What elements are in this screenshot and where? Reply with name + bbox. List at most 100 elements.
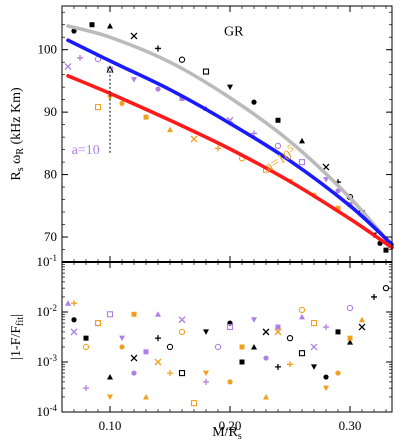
purple-data-point: [131, 77, 137, 83]
x-tick-label: 0.30: [339, 418, 362, 433]
orange-residual-point: [335, 370, 341, 376]
black-residual-point: [71, 317, 77, 323]
black-residual-point: [203, 329, 209, 335]
black-residual-point: [286, 334, 294, 342]
orange-residual-point: [71, 300, 77, 307]
purple-residual-point: [94, 319, 102, 327]
purple-residual-point: [226, 324, 234, 331]
black-residual-point: [130, 354, 138, 362]
purple-residual-point: [155, 311, 161, 317]
black-data-point: [155, 45, 161, 52]
purple-residual-point: [70, 328, 78, 336]
purple-residual-point: [143, 349, 149, 355]
purple-data-point: [251, 130, 257, 137]
orange-residual-point: [347, 335, 353, 341]
black-data-point: [178, 56, 186, 63]
purple-residual-point: [178, 316, 186, 324]
orange-data-point: [107, 95, 113, 101]
black-residual-point: [251, 343, 257, 350]
y-tick-label: 90: [44, 104, 57, 119]
purple-residual-point: [299, 313, 305, 320]
black-residual-point: [358, 323, 366, 331]
orange-residual-point: [310, 320, 318, 327]
y-tick-label: 80: [44, 167, 57, 182]
orange-residual-point: [239, 344, 245, 350]
orange-residual-point: [131, 311, 137, 317]
orange-residual-point: [167, 370, 173, 377]
black-residual-point: [275, 363, 281, 370]
y-label-bar: |: [9, 314, 24, 317]
black-data-point: [322, 163, 330, 171]
purple-residual-point: [346, 304, 354, 312]
bottom-panel-frame: [61, 261, 393, 413]
purple-data-point: [155, 86, 161, 92]
log-y-tick-exponent: -4: [50, 403, 58, 413]
log-y-tick-label: 10-4: [37, 403, 58, 419]
log-y-tick-exponent: -3: [50, 353, 58, 363]
black-residual-point: [371, 293, 377, 300]
black-residual-point: [298, 350, 306, 357]
black-data-point: [107, 22, 113, 29]
log-y-tick-label: 10-3: [37, 353, 58, 369]
black-data-point: [251, 99, 257, 105]
orange-residual-point: [359, 316, 365, 323]
orange-data-point: [190, 135, 198, 143]
orange-residual-point: [119, 344, 125, 350]
annotation-superscript: 5: [286, 143, 296, 155]
y-label-subscript: fit: [15, 317, 26, 326]
purple-data-point: [335, 188, 341, 194]
x-axis-label-subscript: s: [238, 431, 242, 441]
black-residual-point: [155, 335, 161, 342]
purple-data-point: [298, 159, 306, 166]
orange-data-point: [335, 205, 341, 211]
log-y-tick-exponent: -1: [50, 253, 58, 263]
orange-residual-point: [203, 370, 209, 377]
x-tick-label: 0.10: [99, 418, 122, 433]
black-residual-point: [107, 374, 113, 380]
black-data-point: [130, 32, 138, 40]
orange-residual-point: [178, 328, 186, 336]
bottom-panel-plot-area: [65, 284, 390, 407]
black-residual-point: [311, 364, 317, 370]
log-y-tick-exponent: -2: [50, 303, 58, 313]
black-residual-point: [347, 339, 353, 345]
y-label-omega: ω: [9, 155, 24, 168]
purple-residual-point: [83, 385, 89, 392]
purple-data-point: [323, 177, 329, 183]
y-label-subscript: R: [15, 148, 26, 155]
orange-residual-point: [287, 361, 293, 368]
purple-data-point: [179, 95, 185, 101]
orange-residual-point: [94, 320, 102, 327]
black-residual-point: [335, 329, 341, 335]
annotation-label: GR: [224, 24, 244, 39]
orange-residual-point: [323, 385, 329, 392]
orange-residual-point: [107, 394, 113, 400]
purple-residual-point: [310, 343, 318, 351]
black-residual-point: [239, 359, 245, 365]
black-residual-point: [178, 370, 186, 377]
top-panel-plot-area: [64, 22, 394, 253]
purple-residual-point: [263, 355, 269, 361]
orange-data-point: [94, 104, 102, 111]
blue-fit-curve: [66, 38, 394, 247]
orange-data-point: [119, 100, 125, 107]
orange-residual-point: [298, 306, 306, 314]
orange-residual-point: [82, 343, 90, 351]
purple-residual-point: [275, 324, 281, 330]
black-residual-point: [382, 284, 390, 292]
red-fit-curve: [66, 74, 394, 250]
purple-residual-point: [65, 300, 71, 306]
x-axis-label: M/Rs: [212, 425, 242, 441]
purple-residual-point: [203, 378, 209, 385]
orange-residual-point: [190, 400, 198, 407]
x-tick-label: 0.20: [219, 418, 242, 433]
orange-residual-point: [143, 393, 149, 400]
black-residual-point: [166, 343, 174, 351]
purple-data-point: [77, 54, 83, 61]
log-y-tick-label: 10-2: [37, 303, 58, 319]
y-tick-label: 70: [44, 229, 57, 244]
black-data-point: [227, 84, 233, 91]
annotation-arrow-head: [106, 65, 114, 73]
purple-residual-point: [131, 370, 137, 376]
